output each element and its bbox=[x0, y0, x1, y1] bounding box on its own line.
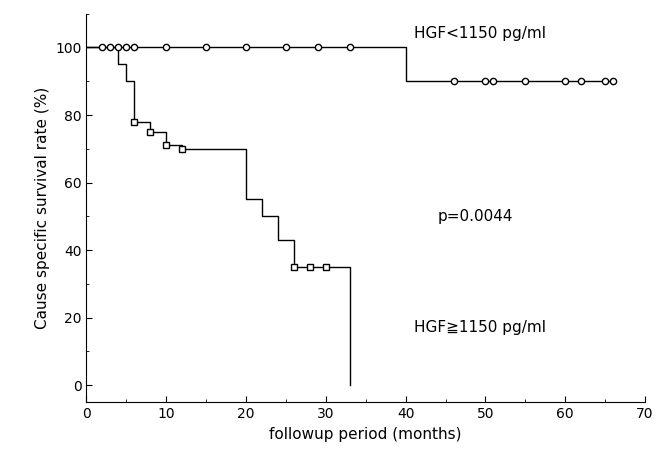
Text: HGF≧1150 pg/ml: HGF≧1150 pg/ml bbox=[414, 320, 545, 335]
Text: p=0.0044: p=0.0044 bbox=[438, 209, 513, 224]
X-axis label: followup period (months): followup period (months) bbox=[269, 426, 462, 441]
Y-axis label: Cause specific survival rate (%): Cause specific survival rate (%) bbox=[35, 87, 50, 329]
Text: HGF<1150 pg/ml: HGF<1150 pg/ml bbox=[414, 27, 545, 42]
